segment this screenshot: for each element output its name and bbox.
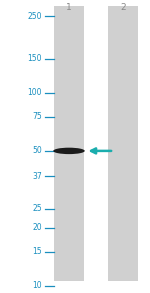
Text: 150: 150 <box>27 54 42 63</box>
Text: 100: 100 <box>27 88 42 97</box>
Ellipse shape <box>53 148 85 154</box>
Bar <box>54 6 84 281</box>
Text: 50: 50 <box>32 146 42 155</box>
Text: 37: 37 <box>32 172 42 180</box>
Text: 15: 15 <box>32 247 42 256</box>
Text: 25: 25 <box>32 205 42 213</box>
Text: 250: 250 <box>27 12 42 21</box>
Text: 75: 75 <box>32 113 42 121</box>
Bar <box>108 6 138 281</box>
Text: 1: 1 <box>66 3 72 12</box>
Text: 20: 20 <box>32 223 42 232</box>
Text: 10: 10 <box>32 281 42 290</box>
Text: 2: 2 <box>120 3 126 12</box>
